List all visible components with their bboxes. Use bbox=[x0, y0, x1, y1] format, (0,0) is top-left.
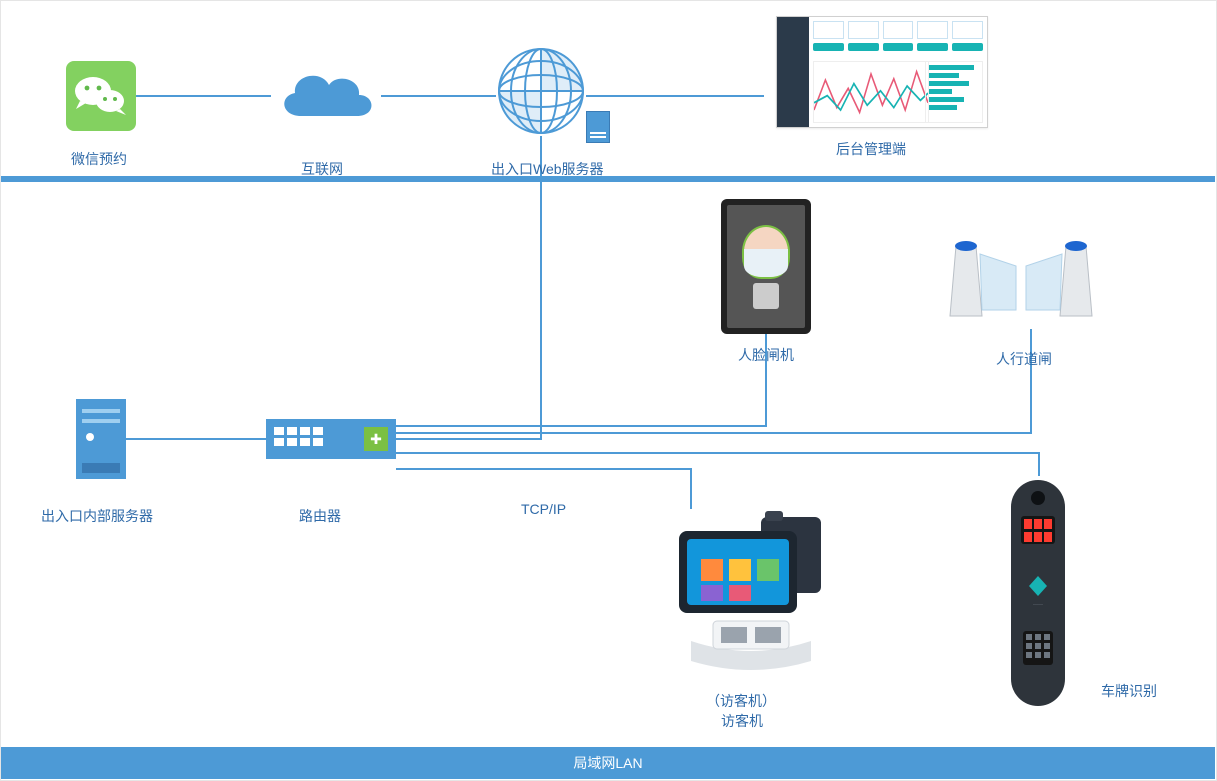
wechat-label: 微信预约 bbox=[71, 149, 127, 169]
web-server-label: 出入口Web服务器 bbox=[491, 159, 604, 179]
tcpip-label: TCP/IP bbox=[521, 501, 566, 517]
diagram-canvas: 微信预约 互联网 出入口Web服务器 bbox=[0, 0, 1217, 781]
lan-separator-bar bbox=[1, 176, 1215, 182]
globe-icon bbox=[496, 46, 586, 136]
server-label: 出入口内部服务器 bbox=[41, 506, 153, 526]
mini-server-icon bbox=[586, 111, 610, 143]
face-terminal-icon bbox=[721, 199, 811, 334]
wechat-icon bbox=[66, 61, 136, 131]
lpr-icon: ····· bbox=[1003, 476, 1073, 711]
internet-label: 互联网 bbox=[301, 159, 343, 179]
swing-gate-icon bbox=[936, 216, 1106, 326]
router-icon: ✚ bbox=[266, 419, 396, 459]
dashboard-label: 后台管理端 bbox=[836, 139, 906, 159]
svg-text:·····: ····· bbox=[1033, 602, 1043, 608]
footer-text: 局域网LAN bbox=[573, 755, 642, 771]
visitor-kiosk-icon bbox=[661, 511, 841, 671]
swing-gate-label: 人行道闸 bbox=[996, 349, 1052, 369]
router-label: 路由器 bbox=[299, 506, 341, 526]
footer-bar: 局域网LAN bbox=[1, 747, 1215, 779]
cloud-icon bbox=[271, 61, 381, 131]
dashboard-icon bbox=[776, 16, 988, 128]
visitor-label: 访客机 bbox=[721, 711, 763, 731]
lpr-label: 车牌识别 bbox=[1101, 681, 1157, 701]
visitor-sublabel: （访客机） bbox=[706, 691, 776, 711]
face-terminal-label: 人脸闸机 bbox=[736, 346, 796, 364]
server-icon bbox=[76, 399, 126, 479]
